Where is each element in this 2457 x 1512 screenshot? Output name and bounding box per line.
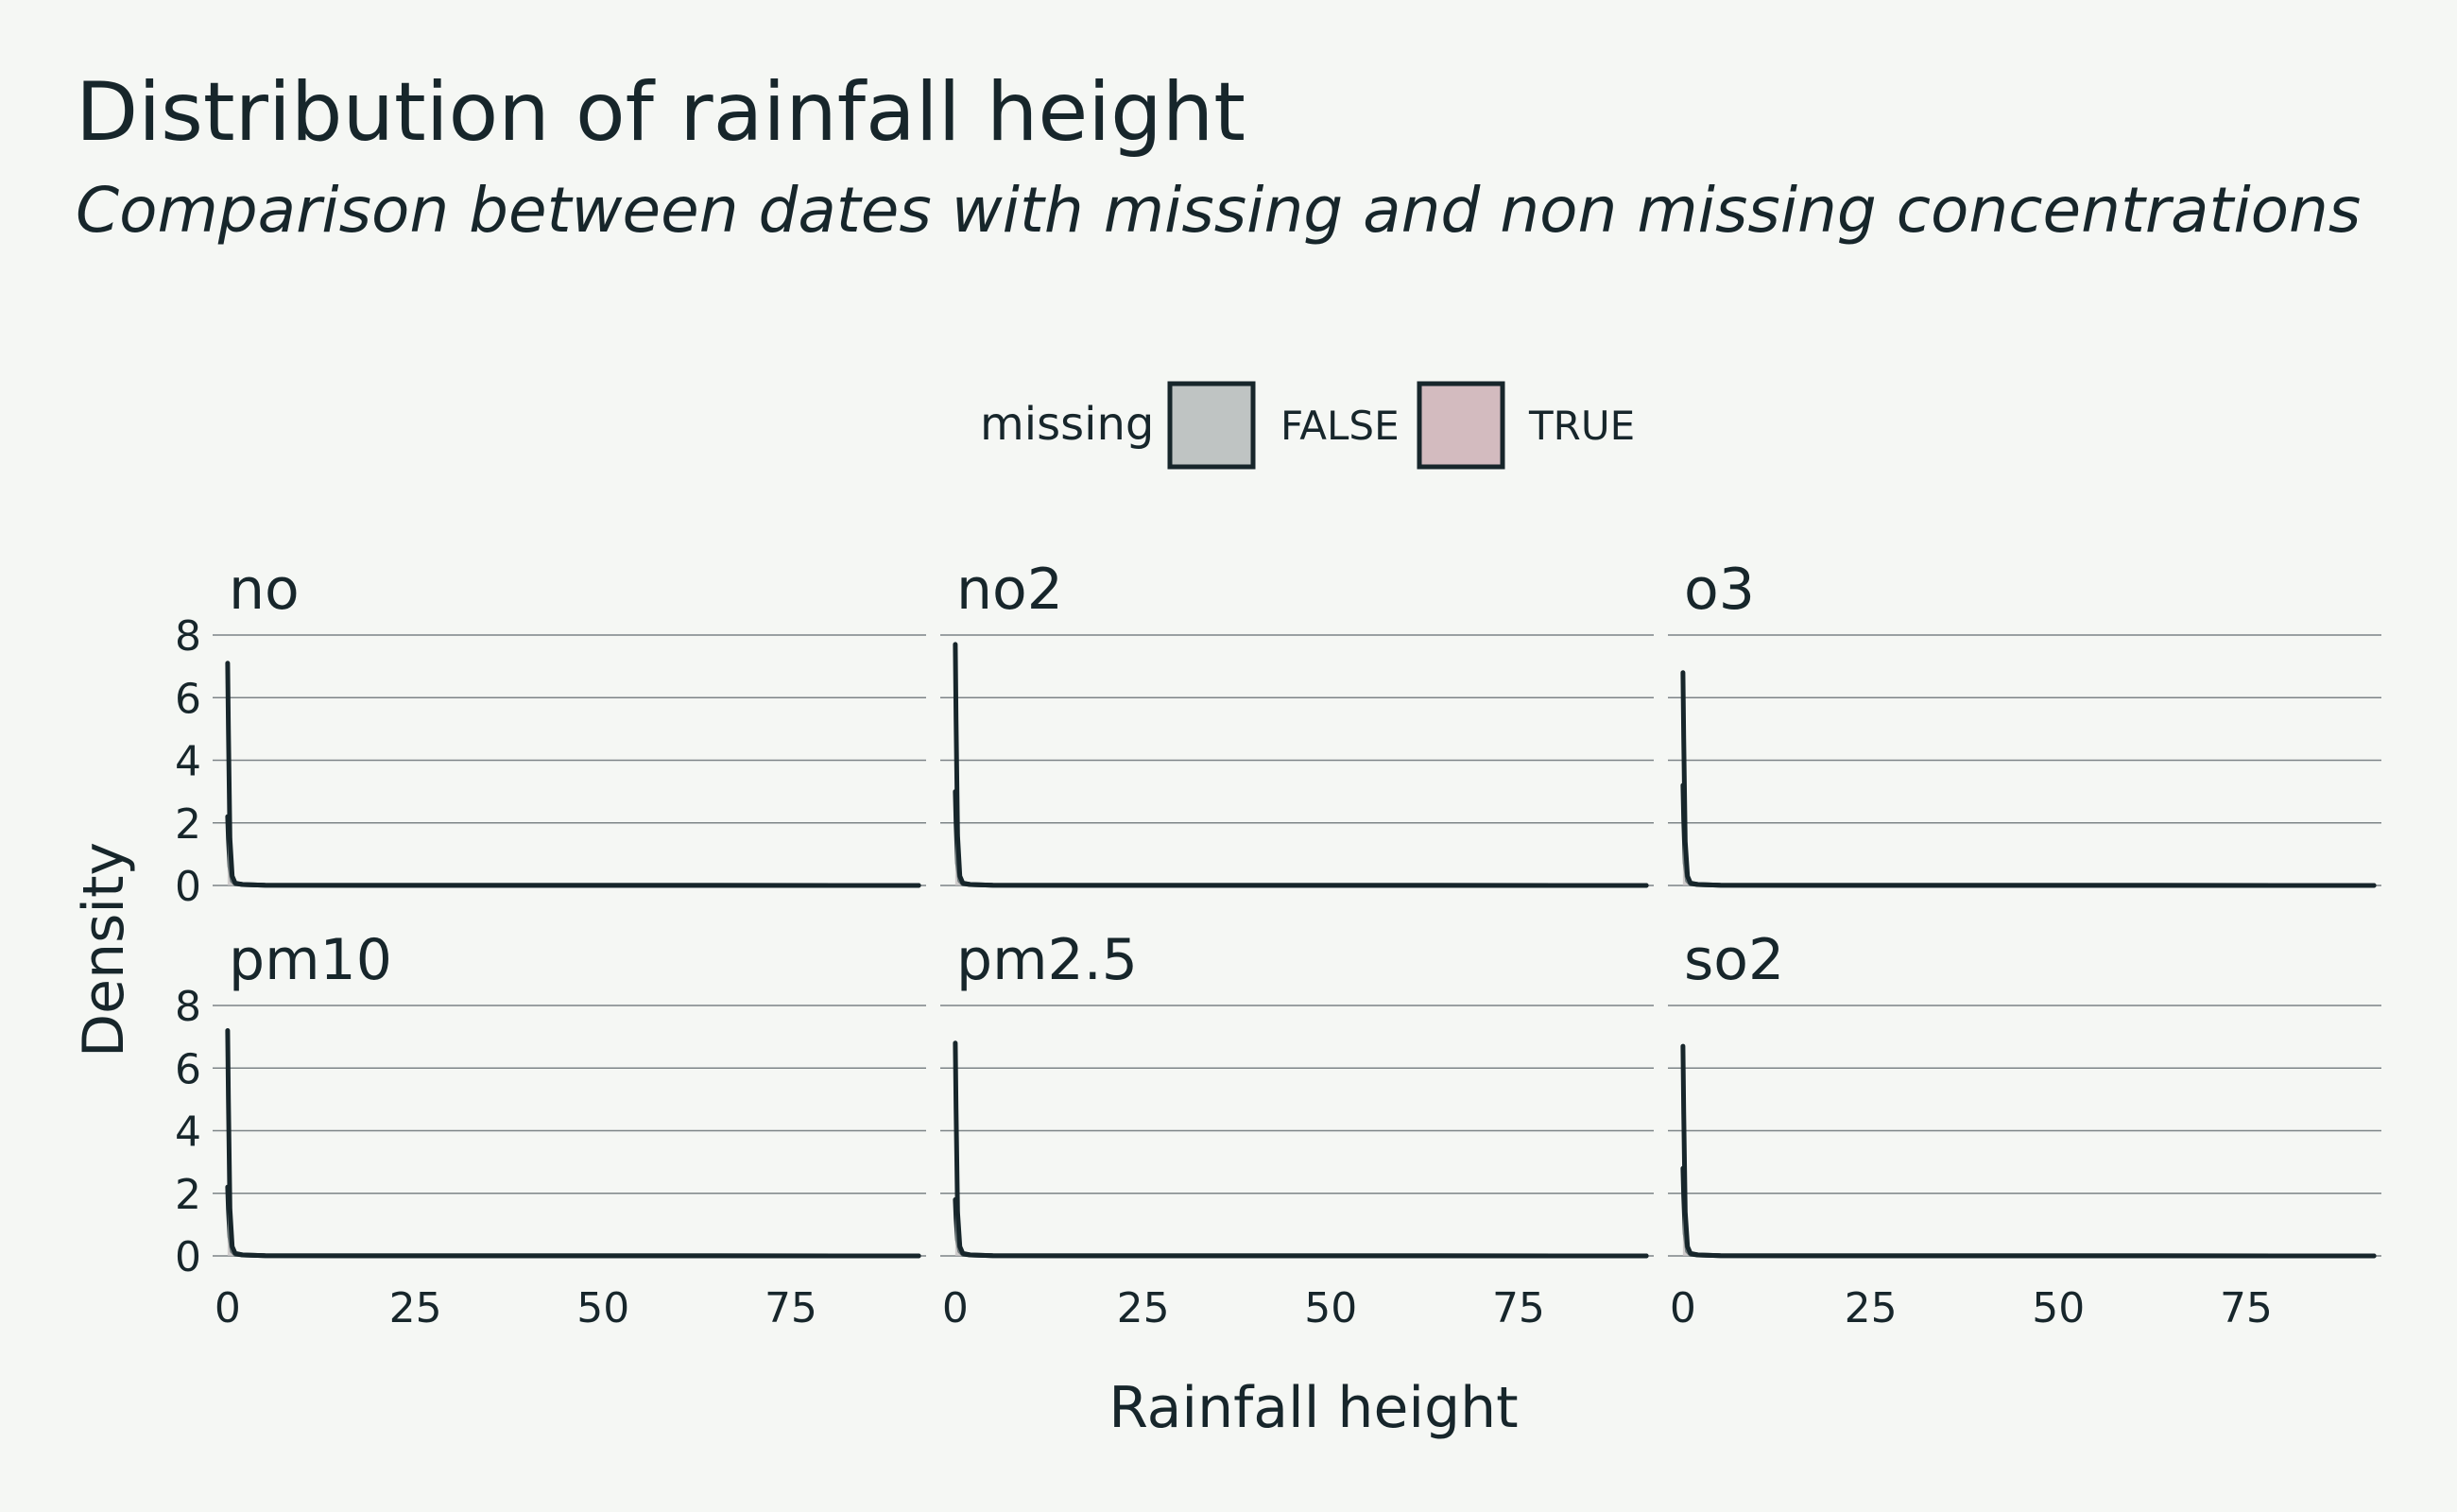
density-line-true bbox=[1680, 1165, 2377, 1259]
facet-panels: no 0 2 4 6 8 no2 o3 pm10 0 2 4 6 8 0 25 50 75 pm2.5 0 25 50 75… bbox=[175, 557, 2381, 1332]
x-tick-label: 0 bbox=[215, 1284, 241, 1332]
density-area-true bbox=[954, 791, 1647, 885]
legend-key-true bbox=[1417, 381, 1505, 470]
density-line-true bbox=[953, 789, 1649, 888]
y-axis-label: Density bbox=[71, 842, 137, 1057]
density-line-false bbox=[225, 1028, 921, 1259]
x-tick-label: 75 bbox=[765, 1284, 817, 1332]
x-tick-label: 75 bbox=[1492, 1284, 1545, 1332]
y-tick-label: 6 bbox=[175, 675, 201, 723]
legend: missing FALSE TRUE bbox=[980, 381, 1635, 470]
chart-title: Distribution of rainfall height bbox=[76, 65, 1246, 160]
density-area-true bbox=[227, 816, 919, 885]
density-line-false bbox=[225, 661, 921, 888]
density-area-true bbox=[1682, 1168, 2375, 1256]
facet-panel-o3: o3 bbox=[1668, 557, 2381, 888]
legend-label-true: TRUE bbox=[1528, 403, 1635, 449]
density-line-false bbox=[1680, 1043, 2377, 1259]
density-line-true bbox=[225, 814, 921, 888]
facet-strip-label: no2 bbox=[956, 557, 1063, 623]
y-tick-label: 0 bbox=[175, 1233, 201, 1281]
density-area-false bbox=[227, 1030, 919, 1256]
facet-strip-label: pm2.5 bbox=[956, 927, 1138, 993]
y-tick-label: 8 bbox=[175, 983, 201, 1031]
legend-label-false: FALSE bbox=[1280, 403, 1400, 449]
density-line-true bbox=[953, 1196, 1649, 1259]
y-tick-label: 4 bbox=[175, 738, 201, 786]
x-tick-label: 50 bbox=[576, 1284, 629, 1332]
facet-strip-label: o3 bbox=[1684, 557, 1755, 623]
chart-subtitle: Comparison between dates with missing an… bbox=[76, 174, 2361, 247]
y-tick-label: 8 bbox=[175, 612, 201, 661]
density-line-false bbox=[953, 642, 1649, 888]
facet-strip-label: pm10 bbox=[229, 927, 392, 993]
y-tick-label: 4 bbox=[175, 1108, 201, 1157]
x-tick-label: 25 bbox=[389, 1284, 442, 1332]
facet-panel-pm10: pm10 0 2 4 6 8 0 25 50 75 bbox=[175, 927, 926, 1332]
density-area-false bbox=[227, 662, 919, 885]
density-area-true bbox=[227, 1187, 919, 1256]
density-line-false bbox=[1680, 670, 2377, 888]
x-tick-label: 50 bbox=[1304, 1284, 1357, 1332]
y-tick-label: 0 bbox=[175, 863, 201, 911]
facet-strip-label: no bbox=[229, 557, 300, 623]
legend-title: missing bbox=[980, 398, 1154, 451]
facet-strip-label: so2 bbox=[1684, 927, 1784, 993]
legend-key-false bbox=[1167, 381, 1256, 470]
facet-panel-so2: so2 0 25 50 75 bbox=[1668, 927, 2381, 1332]
x-tick-label: 0 bbox=[1670, 1284, 1696, 1332]
density-area-true bbox=[1682, 785, 2375, 885]
x-tick-label: 75 bbox=[2220, 1284, 2273, 1332]
facet-panel-no: no 0 2 4 6 8 bbox=[175, 557, 926, 911]
y-tick-label: 2 bbox=[175, 800, 201, 849]
x-tick-label: 0 bbox=[942, 1284, 969, 1332]
density-area-true bbox=[954, 1199, 1647, 1256]
density-area-false bbox=[954, 644, 1647, 885]
facet-panel-pm2-5: pm2.5 0 25 50 75 bbox=[940, 927, 1654, 1332]
x-tick-label: 50 bbox=[2032, 1284, 2085, 1332]
y-tick-label: 6 bbox=[175, 1045, 201, 1093]
density-area-false bbox=[954, 1042, 1647, 1256]
x-tick-label: 25 bbox=[1845, 1284, 1898, 1332]
density-area-false bbox=[1682, 672, 2375, 885]
density-area-false bbox=[1682, 1046, 2375, 1256]
y-tick-label: 2 bbox=[175, 1171, 201, 1219]
density-line-true bbox=[1680, 782, 2377, 888]
x-tick-label: 25 bbox=[1117, 1284, 1170, 1332]
x-axis-label: Rainfall height bbox=[1108, 1375, 1518, 1441]
facet-panel-no2: no2 bbox=[940, 557, 1654, 888]
density-line-true bbox=[225, 1184, 921, 1259]
density-line-false bbox=[953, 1040, 1649, 1259]
